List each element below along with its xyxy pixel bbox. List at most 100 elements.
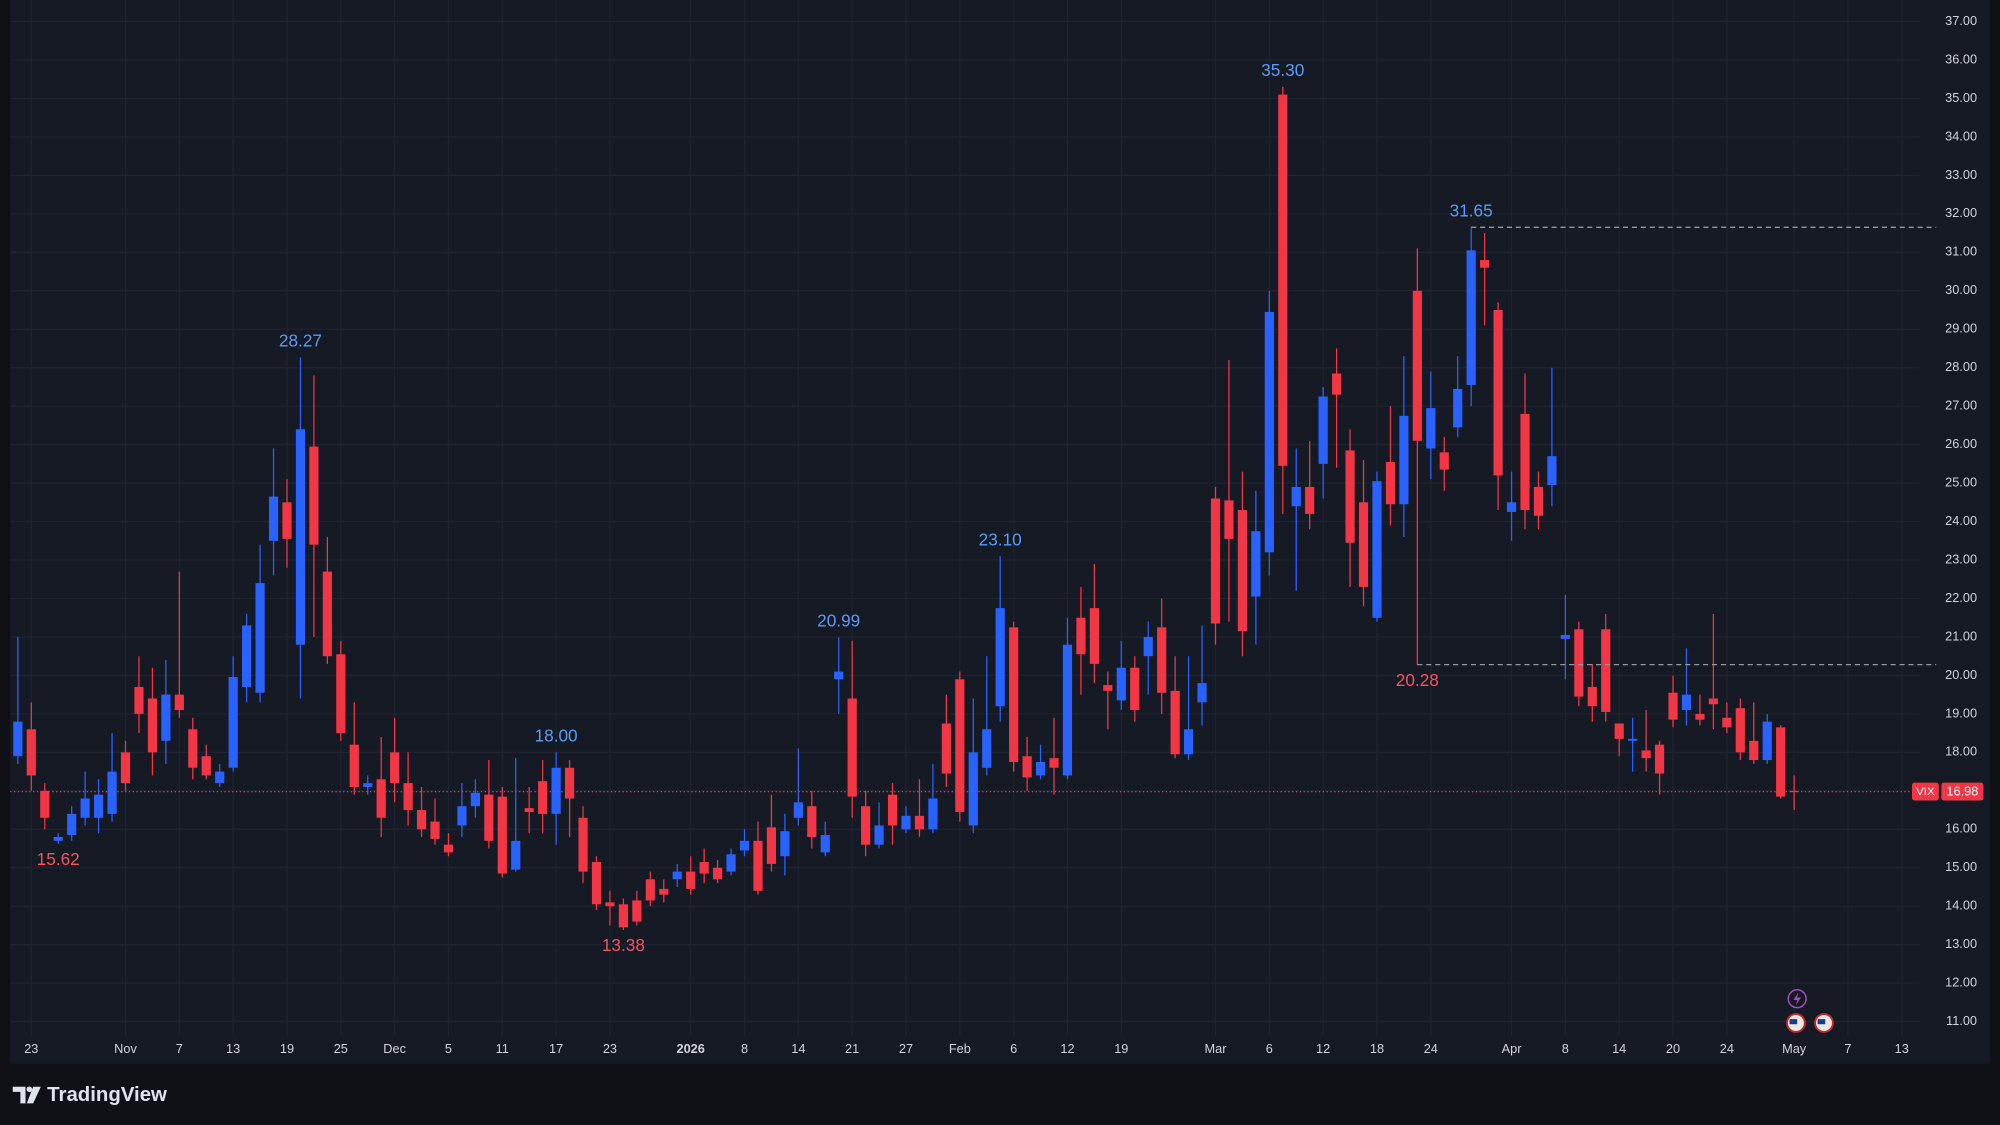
candle-body [215,771,225,784]
candle-body [1103,685,1113,691]
candle-body [1278,94,1288,466]
candle-body [53,836,63,841]
candle-body [201,756,211,776]
y-tick-label: 12.00 [1945,975,1977,990]
candle-body [1506,502,1517,512]
y-tick-label: 20.00 [1945,667,1977,682]
candle-body [255,583,265,693]
candle-body [1143,636,1153,657]
x-tick-label: 8 [1562,1041,1569,1056]
candle-body [1399,415,1409,505]
candle-body [632,900,642,922]
x-tick-label: 21 [845,1041,859,1056]
candle-body [107,771,117,814]
candle-body [1062,644,1073,776]
candle-body [430,821,440,839]
flag-canton [1789,1019,1798,1025]
candle-body [80,798,90,818]
candle-body [645,879,655,901]
y-tick-label: 22.00 [1945,590,1977,605]
candle-body [618,904,628,928]
candle-body [1332,373,1342,395]
candle-body [1601,629,1611,712]
x-tick-label: May [1782,1041,1807,1056]
price-badge [1941,782,1984,801]
x-tick-label: 18 [1370,1041,1384,1056]
candle-body [968,752,978,826]
x-tick-label: 12 [1060,1041,1074,1056]
candle-body [1708,698,1718,705]
flag-canton [1817,1019,1826,1025]
y-tick-label: 23.00 [1945,551,1977,566]
candle-body [591,861,602,905]
candle-body [188,729,198,768]
candle-body [1076,617,1086,655]
candle-body [659,888,669,895]
candle-body [1654,744,1665,774]
x-tick-label: 13 [226,1041,240,1056]
candle-body [1022,756,1032,778]
candle-body [1480,260,1490,268]
candle-body [1130,667,1140,711]
candle-body [686,871,696,889]
candle-body [1291,486,1301,507]
logo-dot [26,1086,33,1093]
high-label: 28.27 [279,331,322,351]
low-label: 20.28 [1396,670,1439,690]
candle-body [322,571,332,657]
candle-body [1089,608,1099,664]
candle-body [1776,727,1786,797]
event-icons [1786,989,1834,1033]
symbol-label: VIX [1916,786,1935,798]
candle-body [955,679,965,812]
candle-body [861,806,871,845]
candle-body [1183,729,1194,755]
x-tick-label: 6 [1010,1041,1017,1056]
candle-body [1641,750,1651,759]
y-tick-label: 29.00 [1945,321,1977,336]
low-label: 13.38 [602,935,645,955]
candle-body [1533,486,1544,516]
candle-body [887,794,898,826]
candle-body [1749,740,1759,761]
candle-body [995,608,1005,707]
y-tick-label: 15.00 [1945,859,1977,874]
candle-body [807,806,817,837]
x-tick-label: 14 [1612,1041,1626,1056]
candle-body [1412,290,1422,441]
candle-body [1426,408,1436,449]
lightning [1793,992,1802,1006]
candle-body [416,810,427,830]
y-tick-label: 24.00 [1945,513,1977,528]
candle-body [564,767,575,799]
candle-body [753,840,763,891]
y-tick-label: 36.00 [1945,51,1977,66]
x-tick-label: 24 [1720,1041,1734,1056]
candle-body [1224,500,1234,539]
event-icon[interactable] [1787,989,1807,1009]
candle-body [1358,502,1369,587]
x-tick-label: 11 [496,1041,509,1056]
candle-body [1628,738,1638,741]
x-tick-label: 19 [1114,1041,1128,1056]
high-label: 31.65 [1450,201,1493,221]
candle-body [847,698,857,797]
y-tick-label: 35.00 [1945,90,1977,105]
x-tick-label: 7 [1844,1041,1851,1056]
x-tick-label: 23 [603,1041,617,1056]
candle-body [1560,635,1570,639]
high-label: 18.00 [535,726,578,746]
candle-body [161,694,171,741]
y-tick-label: 27.00 [1945,398,1977,413]
candle-body [94,794,104,818]
x-tick-label: 13 [1895,1041,1909,1056]
candle-body [242,625,252,687]
high-label: 20.99 [817,611,860,631]
candle-body [1614,723,1624,739]
candle-body [1318,396,1328,464]
candle-body [1251,531,1261,597]
candle-body [1587,686,1597,707]
candle-body [1520,413,1530,511]
